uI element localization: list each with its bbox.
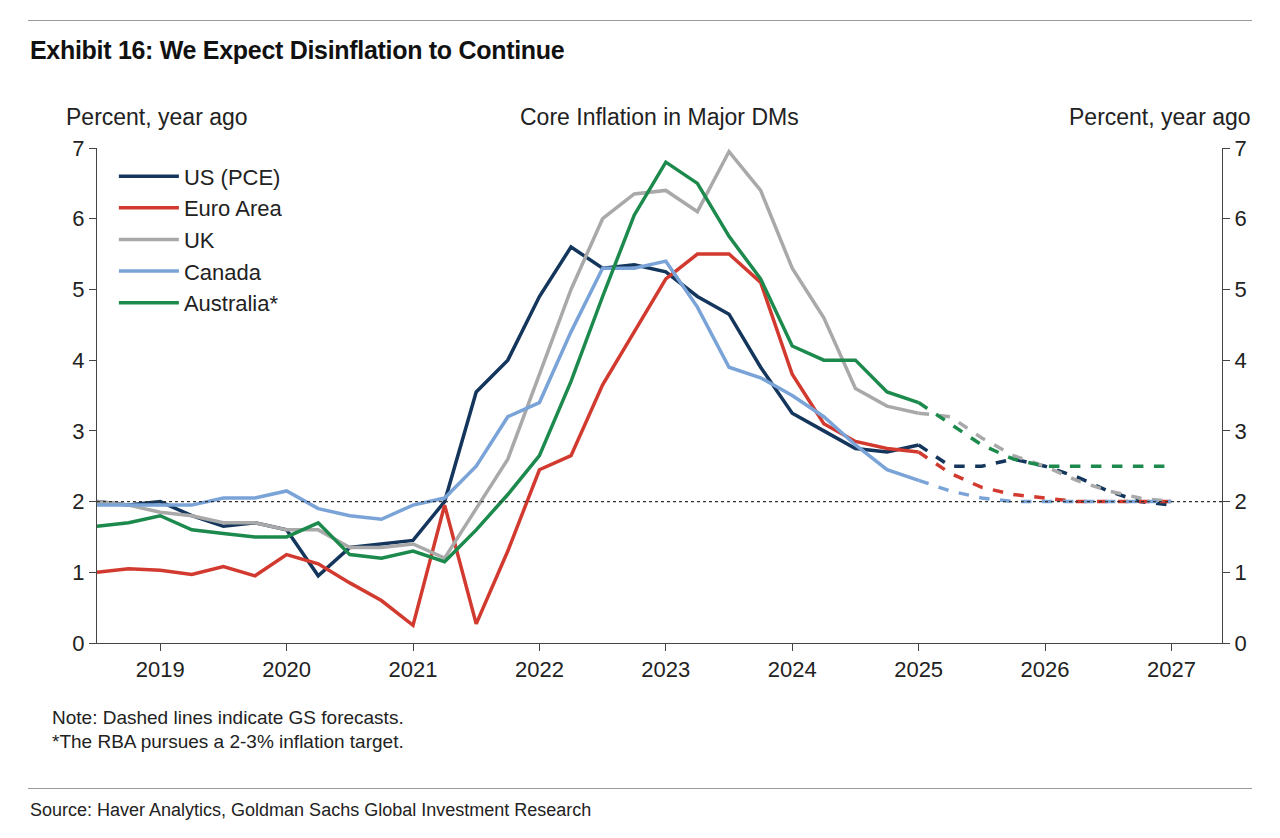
svg-text:7: 7 (1234, 136, 1246, 161)
svg-text:3: 3 (72, 419, 84, 444)
svg-text:3: 3 (1234, 419, 1246, 444)
svg-text:2: 2 (1234, 489, 1246, 514)
svg-text:4: 4 (72, 348, 84, 373)
svg-text:0: 0 (72, 631, 84, 656)
svg-text:6: 6 (72, 206, 84, 231)
svg-text:2025: 2025 (894, 657, 943, 682)
svg-text:1: 1 (1234, 560, 1246, 585)
svg-text:2026: 2026 (1021, 657, 1070, 682)
svg-text:Percent, year ago: Percent, year ago (66, 104, 248, 130)
html-text:Source: Haver Analytics, Goldm: Source: Haver Analytics, Goldman Sachs G… (30, 800, 592, 820)
svg-text:2: 2 (72, 489, 84, 514)
svg-text:5: 5 (72, 277, 84, 302)
svg-text:2020: 2020 (262, 657, 311, 682)
svg-text:Australia*: Australia* (184, 291, 279, 316)
html-text:Exhibit 16: We Expect Disinfla: Exhibit 16: We Expect Disinflation to Co… (30, 36, 565, 64)
svg-text:UK: UK (184, 228, 215, 253)
svg-text:Percent, year ago: Percent, year ago (1069, 104, 1251, 130)
svg-text:6: 6 (1234, 206, 1246, 231)
svg-text:2021: 2021 (389, 657, 438, 682)
svg-text:2027: 2027 (1147, 657, 1196, 682)
html-text:Note: Dashed lines indicate GS: Note: Dashed lines indicate GS forecasts… (52, 707, 404, 728)
svg-text:2023: 2023 (641, 657, 690, 682)
svg-text:2019: 2019 (136, 657, 185, 682)
svg-text:7: 7 (72, 136, 84, 161)
svg-text:0: 0 (1234, 631, 1246, 656)
svg-text:US (PCE): US (PCE) (184, 165, 281, 190)
svg-text:4: 4 (1234, 348, 1246, 373)
svg-text:1: 1 (72, 560, 84, 585)
svg-text:Canada: Canada (184, 260, 262, 285)
svg-text:2024: 2024 (768, 657, 817, 682)
svg-text:Euro Area: Euro Area (184, 196, 283, 221)
svg-text:Core Inflation in Major DMs: Core Inflation in Major DMs (520, 104, 799, 130)
html-text:*The RBA pursues a 2-3% inflat: *The RBA pursues a 2-3% inflation target… (52, 731, 404, 752)
svg-text:2022: 2022 (515, 657, 564, 682)
svg-text:5: 5 (1234, 277, 1246, 302)
